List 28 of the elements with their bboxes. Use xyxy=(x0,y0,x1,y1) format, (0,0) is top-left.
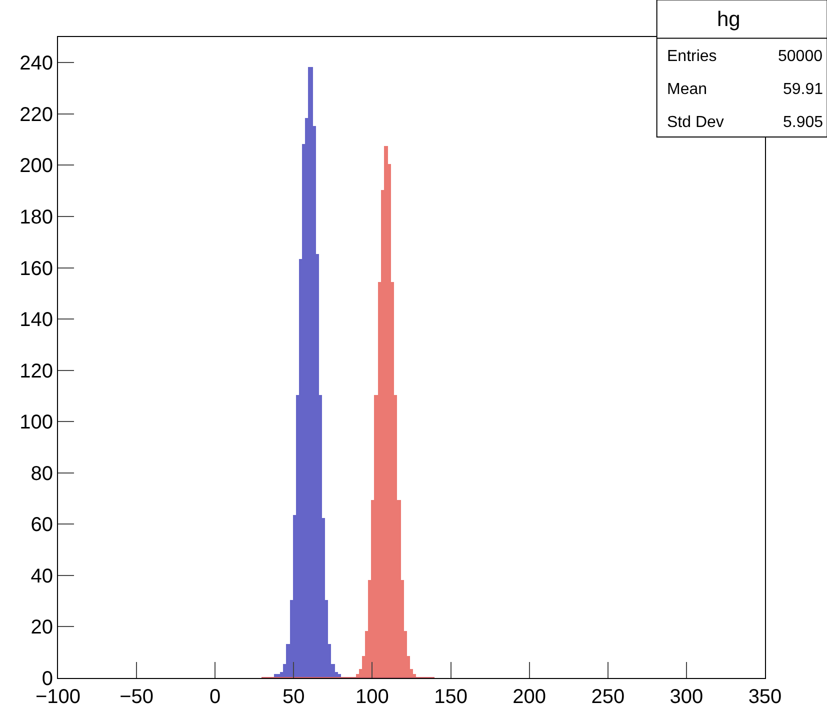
y-tick-label: 20 xyxy=(30,616,53,639)
text: 50000 xyxy=(778,48,823,65)
y-tick-label: 80 xyxy=(30,462,53,485)
x-tick-label: 100 xyxy=(356,686,389,708)
y-tick-label: 180 xyxy=(20,206,53,228)
annotation: Mean xyxy=(667,81,708,98)
text: hg xyxy=(717,8,740,31)
y-tick-label: 100 xyxy=(20,412,53,434)
y-tick-label: 200 xyxy=(20,155,53,178)
y-tick-label: 40 xyxy=(30,565,53,588)
x-tick-label: 0 xyxy=(210,686,221,708)
y-tick-label: 140 xyxy=(20,309,53,332)
annotation: Std Dev xyxy=(667,114,724,131)
y-tick-label: 240 xyxy=(20,52,53,75)
x-tick-label: 200 xyxy=(512,686,546,708)
x-tick-label: 150 xyxy=(434,686,468,708)
y-tick-label: 160 xyxy=(20,258,53,280)
x-tick-label: −50 xyxy=(120,686,154,708)
x-tick-label: 350 xyxy=(748,686,782,708)
y-tick-label: 220 xyxy=(20,104,53,126)
y-tick-label: 60 xyxy=(30,514,53,536)
annotation: Entries xyxy=(667,48,717,65)
text: 59.91 xyxy=(783,81,824,98)
y-tick-label: 120 xyxy=(20,360,53,382)
x-tick-label: 300 xyxy=(670,686,704,708)
x-tick-label: 50 xyxy=(282,686,305,708)
text: 5.905 xyxy=(783,114,824,131)
x-tick-label: 250 xyxy=(591,686,625,708)
